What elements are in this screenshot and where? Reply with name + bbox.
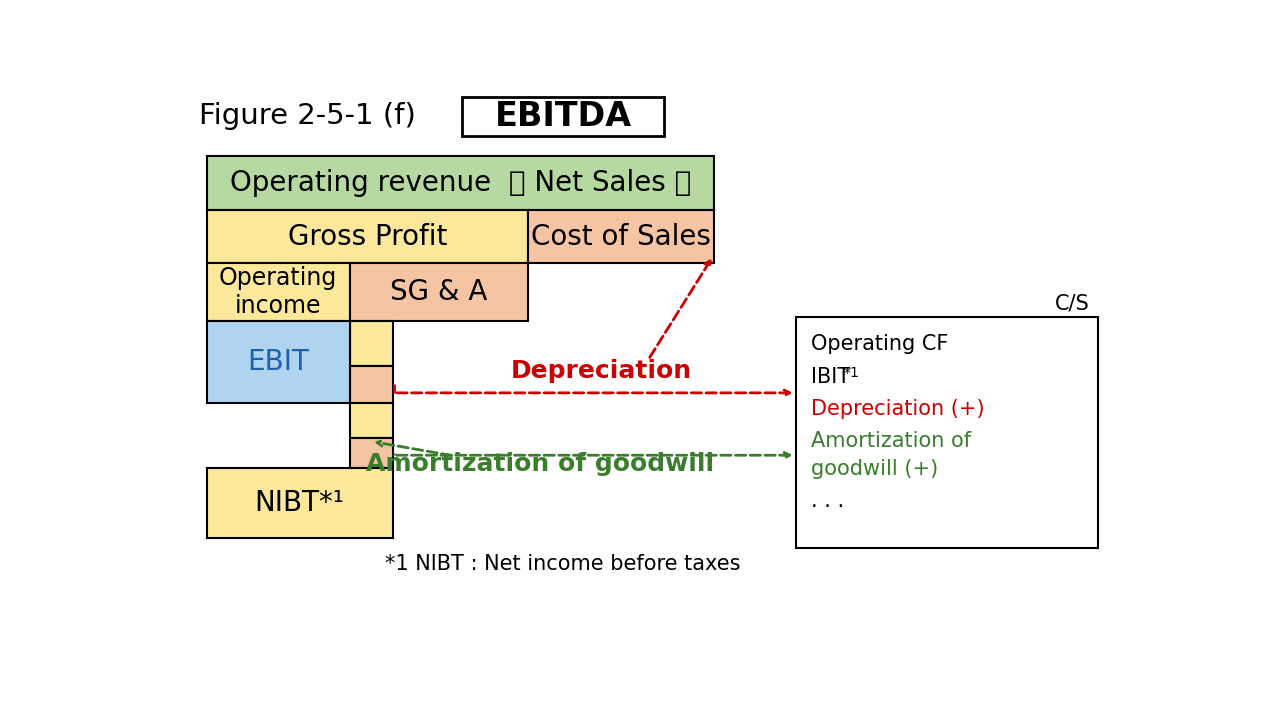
Text: EBITDA: EBITDA bbox=[494, 100, 631, 133]
Bar bbox=[462, 97, 664, 135]
Text: Operating
income: Operating income bbox=[219, 266, 338, 318]
Bar bbox=[206, 321, 349, 403]
Text: Operating CF: Operating CF bbox=[812, 334, 948, 354]
Text: *1 NIBT : Net income before taxes: *1 NIBT : Net income before taxes bbox=[385, 554, 740, 574]
Bar bbox=[349, 403, 393, 438]
Text: EBIT: EBIT bbox=[247, 348, 310, 376]
Text: Figure 2-5-1 (f): Figure 2-5-1 (f) bbox=[198, 102, 416, 130]
Text: . . .: . . . bbox=[812, 492, 844, 511]
Bar bbox=[349, 438, 393, 468]
Text: Amortization of goodwill: Amortization of goodwill bbox=[366, 451, 714, 476]
Text: IBIT: IBIT bbox=[812, 366, 856, 387]
Text: *1: *1 bbox=[844, 366, 859, 380]
Bar bbox=[206, 210, 529, 264]
Bar bbox=[795, 318, 1098, 549]
Bar bbox=[529, 210, 714, 264]
Text: Cost of Sales: Cost of Sales bbox=[531, 222, 712, 251]
Text: NIBT*¹: NIBT*¹ bbox=[255, 489, 344, 517]
Text: Gross Profit: Gross Profit bbox=[288, 222, 447, 251]
Text: Operating revenue  （ Net Sales ）: Operating revenue （ Net Sales ） bbox=[229, 168, 691, 197]
Bar bbox=[206, 468, 393, 538]
Text: C/S: C/S bbox=[1055, 294, 1091, 313]
Text: goodwill (+): goodwill (+) bbox=[812, 459, 938, 479]
Text: Depreciation (+): Depreciation (+) bbox=[812, 399, 984, 419]
Bar bbox=[349, 366, 393, 403]
Bar bbox=[206, 264, 349, 321]
Text: Amortization of: Amortization of bbox=[812, 431, 972, 451]
Bar bbox=[349, 321, 393, 366]
Text: SG & A: SG & A bbox=[390, 279, 488, 307]
Bar bbox=[206, 156, 714, 210]
Bar bbox=[349, 264, 529, 321]
Text: Depreciation: Depreciation bbox=[511, 359, 692, 383]
